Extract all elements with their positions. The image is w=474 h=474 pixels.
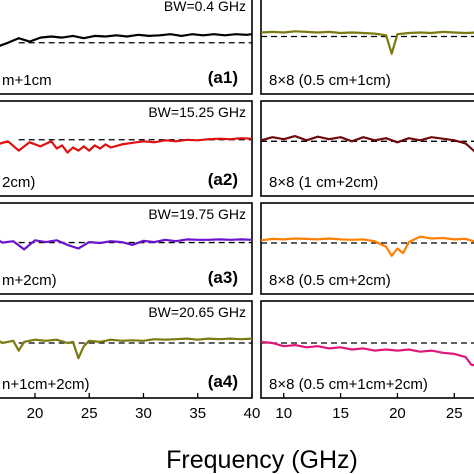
panel-frame-a4 <box>0 300 253 399</box>
right-x-tick-label-10: 10 <box>275 405 292 422</box>
panel-frame-a3 <box>0 202 253 295</box>
panel-b1: 8×8 (0.5 cm+1cm) <box>260 0 474 95</box>
left-x-tick-label-35: 35 <box>189 405 206 422</box>
x-tick-labels: 20 25 30 35 40 10 15 20 25 <box>27 393 463 422</box>
bandwidth-label-a3: BW=19.75 GHz <box>148 206 246 222</box>
panel-tag-a1: (a1) <box>208 68 238 87</box>
configuration-label-b1: 8×8 (0.5 cm+1cm) <box>269 72 391 89</box>
right-x-tick-label-15: 15 <box>332 405 349 422</box>
configuration-label-a1: m+1cm <box>2 72 52 89</box>
x-axis-label: Frequency (GHz) <box>166 446 358 474</box>
panel-a4: BW=20.65 GHz n+1cm+2cm) (a4) <box>0 300 253 399</box>
panel-frame-b4 <box>260 300 474 399</box>
left-x-tick-label-30: 30 <box>135 405 152 422</box>
panel-tag-a3: (a3) <box>208 268 238 287</box>
panel-frame-b3 <box>260 202 474 295</box>
configuration-label-a4: n+1cm+2cm) <box>2 376 90 393</box>
panel-a2: BW=15.25 GHz 2cm) (a2) <box>0 100 253 197</box>
series-line-b3 <box>260 235 474 257</box>
panel-tag-a2: (a2) <box>208 170 238 189</box>
panel-frame-a2 <box>0 100 253 197</box>
right-x-tick-label-20: 20 <box>389 405 406 422</box>
panel-frame-b2 <box>260 100 474 197</box>
series-line-b1 <box>260 30 474 55</box>
bandwidth-label-a2: BW=15.25 GHz <box>148 104 246 120</box>
series-line-a3 <box>0 238 253 251</box>
panel-b2: 8×8 (1 cm+2cm) <box>260 100 474 197</box>
configuration-label-b4: 8×8 (0.5 cm+1cm+2cm) <box>269 376 428 393</box>
panel-b4: 8×8 (0.5 cm+1cm+2cm) <box>260 300 474 399</box>
configuration-label-b3: 8×8 (0.5 cm+2cm) <box>269 272 391 289</box>
bandwidth-label-a1: BW=0.4 GHz <box>164 0 246 14</box>
series-line-a4 <box>0 337 253 360</box>
configuration-label-b2: 8×8 (1 cm+2cm) <box>269 174 378 191</box>
bandwidth-label-a4: BW=20.65 GHz <box>148 304 246 320</box>
left-x-tick-label-40: 40 <box>244 405 261 422</box>
panel-frame-b1 <box>260 0 474 95</box>
panel-a3: BW=19.75 GHz m+2cm) (a3) <box>0 202 253 295</box>
series-line-a2 <box>0 137 253 154</box>
configuration-label-a2: 2cm) <box>2 174 35 191</box>
right-x-tick-label-25: 25 <box>446 405 463 422</box>
panel-b3: 8×8 (0.5 cm+2cm) <box>260 202 474 295</box>
series-line-b4 <box>260 340 474 367</box>
left-x-tick-label-25: 25 <box>81 405 98 422</box>
panel-tag-a4: (a4) <box>208 372 238 391</box>
panel-frame-a1 <box>0 0 253 95</box>
left-x-tick-label-20: 20 <box>27 405 44 422</box>
configuration-label-a3: m+2cm) <box>2 272 57 289</box>
panel-a1: BW=0.4 GHz m+1cm (a1) <box>0 0 253 95</box>
series-line-b2 <box>260 135 474 153</box>
series-line-a1 <box>0 33 253 47</box>
